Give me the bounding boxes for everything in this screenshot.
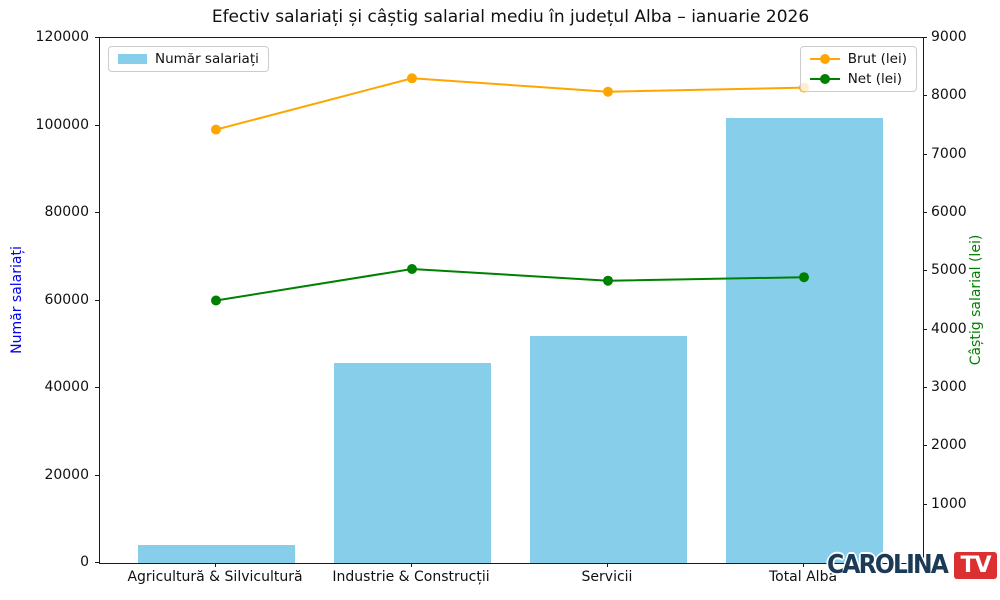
watermark-carolina-text: CAROLINA	[827, 550, 949, 580]
x-tick-label: Total Alba	[768, 569, 838, 585]
plot-area: Număr salariați Brut (lei) Net (lei)	[99, 37, 924, 564]
brut-line-icon	[809, 53, 840, 65]
left-axis-label: Număr salariați	[9, 246, 25, 354]
y-tick-left	[95, 37, 99, 38]
y-tick-label-right: 1000	[931, 496, 967, 512]
y-tick-label-right: 2000	[931, 437, 967, 453]
net-line-icon	[809, 73, 840, 85]
x-tick-label: Agricultură & Silvicultură	[127, 569, 303, 585]
y-tick-label-right: 9000	[931, 29, 967, 45]
bars-layer	[100, 38, 923, 563]
y-tick-left	[95, 562, 99, 563]
y-tick-right	[923, 154, 927, 155]
x-tick	[607, 563, 608, 567]
watermark-tv-badge: TV	[954, 551, 997, 579]
net-line	[215, 267, 805, 302]
legend-lines: Brut (lei) Net (lei)	[799, 46, 917, 92]
data-point	[799, 272, 809, 283]
y-tick-label-right: 8000	[931, 87, 967, 103]
data-point	[603, 86, 613, 97]
brut-line	[215, 77, 805, 131]
legend-bars-label: Număr salariați	[155, 51, 259, 67]
bar-2	[333, 363, 491, 563]
y-tick-left	[95, 125, 99, 126]
bar-4	[725, 118, 883, 563]
bar-3	[529, 335, 687, 563]
x-tick-label: Servicii	[581, 569, 633, 585]
x-tick	[411, 563, 412, 567]
y-tick-label-left: 60000	[44, 292, 89, 308]
watermark-carolina-tv-logo: CAROLINA TV	[827, 550, 997, 580]
bar-1	[137, 545, 295, 563]
x-tick	[803, 563, 804, 567]
legend-net-label: Net (lei)	[847, 71, 903, 87]
x-tick-label: Industrie & Construcții	[332, 569, 490, 585]
y-tick-right	[923, 212, 927, 213]
legend-net-entry: Net (lei)	[809, 71, 907, 87]
legend-bars-entry: Număr salariați	[118, 51, 259, 67]
y-tick-right	[923, 387, 927, 388]
y-tick-label-left: 100000	[35, 117, 89, 133]
y-tick-right	[923, 270, 927, 271]
y-tick-label-left: 80000	[44, 204, 89, 220]
data-point	[211, 124, 221, 135]
y-tick-right	[923, 329, 927, 330]
y-tick-right	[923, 504, 927, 505]
y-tick-label-left: 0	[80, 554, 89, 570]
right-axis-label: Câștig salarial (lei)	[968, 234, 984, 366]
y-tick-label-left: 120000	[35, 29, 89, 45]
y-tick-right	[923, 37, 927, 38]
data-point	[603, 275, 613, 286]
y-tick-label-right: 3000	[931, 379, 967, 395]
data-point	[211, 295, 221, 306]
y-tick-label-right: 4000	[931, 321, 967, 337]
y-tick-left	[95, 300, 99, 301]
y-tick-label-right: 7000	[931, 146, 967, 162]
lines-layer	[211, 73, 809, 306]
y-tick-label-right: 5000	[931, 262, 967, 278]
y-tick-left	[95, 387, 99, 388]
legend-brut-entry: Brut (lei)	[809, 51, 907, 67]
x-tick	[215, 563, 216, 567]
y-tick-label-left: 20000	[44, 467, 89, 483]
y-tick-left	[95, 475, 99, 476]
data-point	[407, 73, 417, 84]
y-tick-right	[923, 95, 927, 96]
y-tick-left	[95, 212, 99, 213]
y-tick-label-left: 40000	[44, 379, 89, 395]
chart-title: Efectiv salariați și câștig salarial med…	[211, 7, 810, 27]
y-tick-label-right: 6000	[931, 204, 967, 220]
legend-brut-label: Brut (lei)	[847, 51, 907, 67]
y-tick-right	[923, 445, 927, 446]
data-point	[407, 264, 417, 274]
bar-swatch-icon	[118, 54, 147, 64]
legend-bars: Număr salariați	[108, 46, 269, 72]
